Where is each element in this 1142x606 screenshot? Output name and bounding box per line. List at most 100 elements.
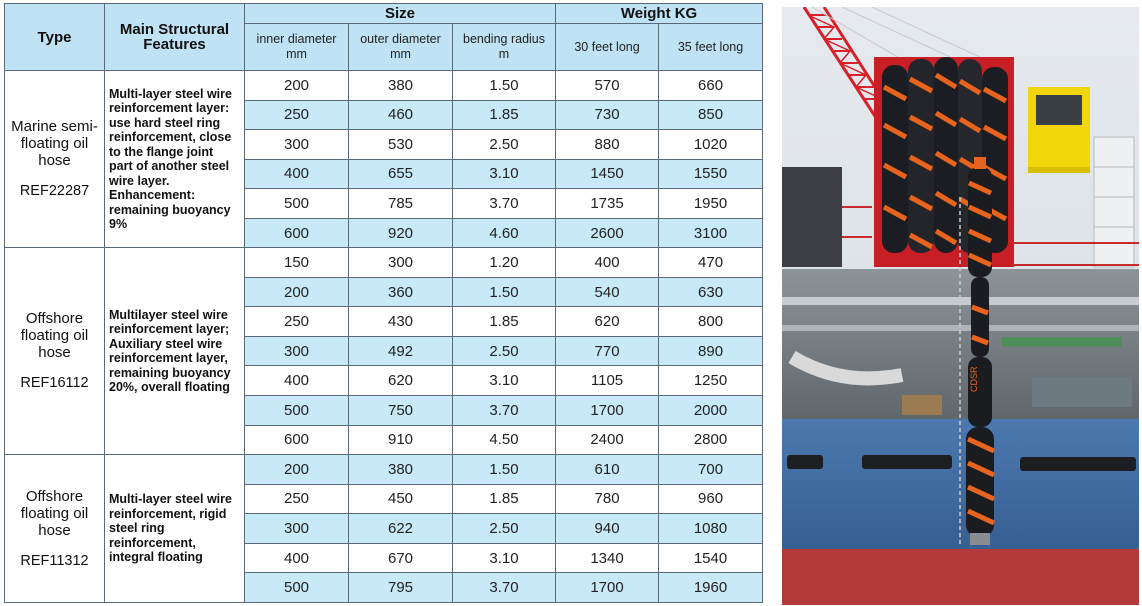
table-row: 400 670 3.10 1340 1540 <box>5 542 764 574</box>
inner-diameter-value: 200 <box>244 454 349 485</box>
hose-reel-photo: CDSR <box>782 7 1139 605</box>
inner-diameter-value: 250 <box>244 306 349 337</box>
outer-diameter-value: 622 <box>348 513 453 544</box>
structural-features: Multilayer steel wire reinforcement laye… <box>104 247 245 456</box>
weight-35ft-value: 1020 <box>658 129 764 160</box>
weight-30ft-value: 2400 <box>555 424 660 456</box>
header-type: Type <box>4 3 105 71</box>
table-row: Offshore floating oil hose REF11312 Multi-… <box>4 454 764 603</box>
weight-35ft-value: 850 <box>658 99 764 131</box>
weight-30ft-value: 2600 <box>555 217 660 249</box>
weight-35ft-value: 800 <box>658 306 764 337</box>
inner-diameter-value: 400 <box>244 542 349 574</box>
bending-radius-value: 3.10 <box>451 158 557 190</box>
header-weight: Weight KG <box>555 3 764 24</box>
hose-type-name: Offshore floating oil hose <box>20 487 89 539</box>
bending-radius-value: 3.70 <box>451 188 557 219</box>
table-row: Offshore floating oil hose REF16112 Multil… <box>4 247 764 456</box>
outer-diameter-label: outer diameter <box>360 32 441 46</box>
weight-35ft-value: 1550 <box>658 158 764 190</box>
weight-35ft-value: 700 <box>658 454 764 485</box>
weight-30ft-value: 780 <box>555 483 660 515</box>
weight-30ft-value: 570 <box>555 70 660 101</box>
table-row: Marine semi-floating oil hose REF22287 Mul… <box>4 69 764 249</box>
weight-30ft-value: 880 <box>555 129 660 160</box>
outer-diameter-value: 670 <box>348 542 453 574</box>
weight-30ft-value: 610 <box>555 454 660 485</box>
outer-diameter-value: 795 <box>348 572 453 603</box>
inner-diameter-value: 200 <box>244 276 349 308</box>
bending-radius-value: 4.60 <box>451 217 557 249</box>
weight-30ft-value: 540 <box>555 276 660 308</box>
hose-type-cell: Offshore floating oil hose REF11312 <box>4 454 105 603</box>
bending-radius-value: 1.85 <box>451 99 557 131</box>
weight-30ft-value: 400 <box>555 247 660 278</box>
weight-35ft-value: 2000 <box>658 395 764 426</box>
structural-features: Multi-layer steel wire reinforcement lay… <box>104 69 245 249</box>
weight-35ft-value: 890 <box>658 335 764 367</box>
table-row: 300 492 2.50 770 890 <box>5 335 764 367</box>
bending-radius-value: 2.50 <box>451 335 557 367</box>
outer-diameter-value: 920 <box>348 217 453 249</box>
table-row: 600 910 4.50 2400 2800 <box>5 424 764 456</box>
bending-radius-value: 3.70 <box>451 395 557 426</box>
weight-30ft-value: 1450 <box>555 158 660 190</box>
bending-radius-value: 2.50 <box>451 129 557 160</box>
inner-diameter-value: 400 <box>244 158 349 190</box>
table-row: 500 785 3.70 1735 1950 <box>5 188 764 219</box>
hose-type-cell: Offshore floating oil hose REF16112 <box>4 247 105 456</box>
inner-diameter-value: 500 <box>244 572 349 603</box>
table-row: 300 622 2.50 940 1080 <box>5 513 764 544</box>
weight-35ft-value: 660 <box>658 70 764 101</box>
outer-diameter-value: 380 <box>348 454 453 485</box>
header-size: Size <box>243 3 557 24</box>
outer-diameter-value: 530 <box>348 129 453 160</box>
weight-35ft-value: 1540 <box>658 542 764 574</box>
outer-diameter-value: 450 <box>348 483 453 515</box>
table-row: 250 460 1.85 730 850 <box>5 99 764 131</box>
outer-diameter-value: 300 <box>348 247 453 278</box>
weight-35ft-value: 1250 <box>658 365 764 397</box>
bending-radius-value: 1.50 <box>451 276 557 308</box>
outer-diameter-value: 460 <box>348 99 453 131</box>
outer-diameter-value: 430 <box>348 306 453 337</box>
weight-30ft-value: 620 <box>555 306 660 337</box>
bending-radius-value: 1.50 <box>451 70 557 101</box>
left-structure <box>782 167 842 267</box>
hose-ref-code: REF16112 <box>20 375 89 392</box>
outer-diameter-value: 360 <box>348 276 453 308</box>
bending-radius-value: 4.50 <box>451 424 557 456</box>
hose-type-cell: Marine semi-floating oil hose REF22287 <box>4 69 105 249</box>
header-35-feet: 35 feet long <box>658 23 764 71</box>
inner-diameter-value: 600 <box>244 424 349 456</box>
table-row: 200 360 1.50 540 630 <box>5 276 764 308</box>
inner-diameter-value: 300 <box>244 513 349 544</box>
inner-diameter-value: 600 <box>244 217 349 249</box>
structural-features: Multi-layer steel wire reinforcement, ri… <box>104 454 245 603</box>
inner-diameter-value: 500 <box>244 395 349 426</box>
header-features: Main Structural Features <box>104 3 245 71</box>
table-row: 600 920 4.60 2600 3100 <box>5 217 764 249</box>
inner-diameter-value: 300 <box>244 129 349 160</box>
inner-diameter-value: 300 <box>244 335 349 367</box>
table-row: 500 750 3.70 1700 2000 <box>5 395 764 426</box>
outer-diameter-value: 655 <box>348 158 453 190</box>
bending-radius-value: 1.85 <box>451 483 557 515</box>
weight-30ft-value: 770 <box>555 335 660 367</box>
lower-hull <box>782 549 1139 605</box>
bending-radius-value: 1.85 <box>451 306 557 337</box>
deck-pipes <box>782 297 1139 415</box>
header-outer-diameter: outer diameter mm <box>348 23 453 71</box>
bending-radius-value: 1.50 <box>451 454 557 485</box>
table-row: 500 795 3.70 1700 1960 <box>5 572 764 603</box>
hanging-hose <box>959 157 996 547</box>
inner-diameter-label: inner diameter <box>256 32 337 46</box>
outer-diameter-value: 750 <box>348 395 453 426</box>
inner-diameter-value: 200 <box>244 70 349 101</box>
header-30-feet: 30 feet long <box>555 23 660 71</box>
weight-30ft-value: 1735 <box>555 188 660 219</box>
bending-radius-label: bending radius <box>463 32 546 46</box>
outer-diameter-value: 910 <box>348 424 453 456</box>
weight-35ft-value: 630 <box>658 276 764 308</box>
weight-30ft-value: 1340 <box>555 542 660 574</box>
